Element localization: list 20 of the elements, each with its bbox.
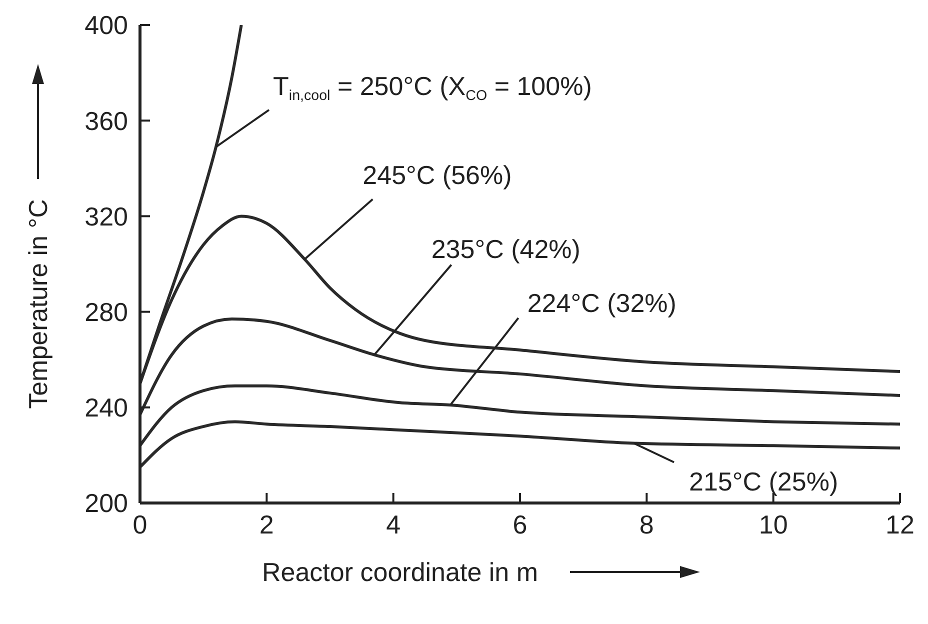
y-tick-label: 200 [84,488,128,518]
x-tick-label: 6 [512,509,528,540]
y-tick-label: 240 [84,392,128,423]
annotation: 224°C (32%) [527,288,676,318]
x-tick-label: 8 [639,509,654,540]
annotation: T$_{in,cool}$ = 250°C (X$_{CO}$ = 100%) [273,70,592,104]
y-tick-label: 400 [84,10,128,40]
y-axis-title: Temperature in °C [23,199,53,409]
annotation: 235°C (42%) [431,234,580,264]
x-tick-label: 2 [259,509,274,540]
x-tick-label: 10 [758,509,788,540]
y-tick-label: 360 [84,106,128,136]
y-tick-label: 280 [84,297,128,328]
x-tick-label: 4 [386,509,401,540]
x-tick-label: 0 [132,509,148,540]
annotation: 215°C (25%) [689,466,838,496]
x-tick-label: 12 [886,509,914,540]
y-tick-label: 320 [84,201,128,232]
x-axis-title: Reactor coordinate in m [262,557,538,587]
annotation: 245°C (56%) [362,160,512,190]
